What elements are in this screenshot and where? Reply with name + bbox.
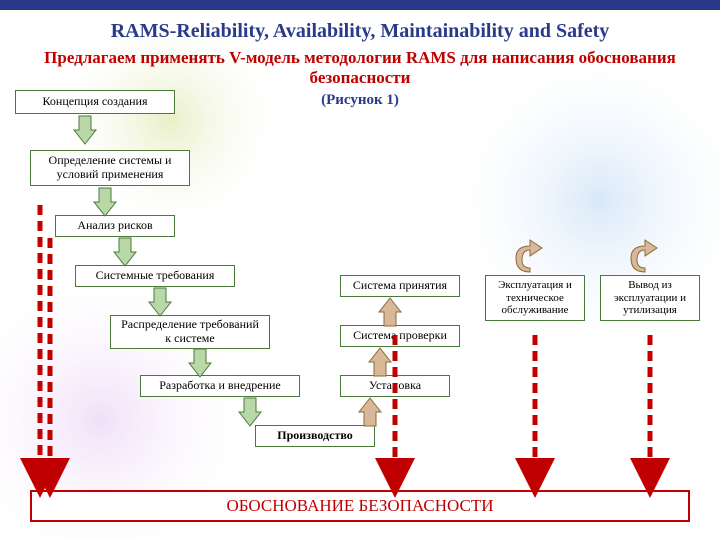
box-concept: Концепция создания (15, 90, 175, 114)
box-req-alloc: Распределение требований к системе (110, 315, 270, 349)
box-verify: Система проверки (340, 325, 460, 347)
box-accept: Система принятия (340, 275, 460, 297)
box-install: Установка (340, 375, 450, 397)
top-bar (0, 0, 720, 10)
page-subtitle: Предлагаем применять V-модель методологи… (0, 48, 720, 89)
box-risk-analysis: Анализ рисков (55, 215, 175, 237)
box-system-definition: Определение системы и условий применения (30, 150, 190, 186)
box-ops: Эксплуатация и техническое обслуживание (485, 275, 585, 321)
footer-safety-case: ОБОСНОВАНИЕ БЕЗОПАСНОСТИ (30, 490, 690, 522)
box-decom: Вывод из эксплуатации и утилизация (600, 275, 700, 321)
page-title: RAMS-Reliability, Availability, Maintain… (0, 20, 720, 43)
box-production: Производство (255, 425, 375, 447)
box-sys-req: Системные требования (75, 265, 235, 287)
box-dev: Разработка и внедрение (140, 375, 300, 397)
